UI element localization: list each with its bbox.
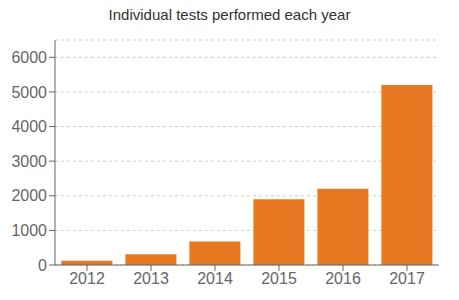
svg-text:2012: 2012	[69, 270, 105, 287]
svg-text:1000: 1000	[11, 222, 47, 239]
svg-text:3000: 3000	[11, 153, 47, 170]
svg-text:2014: 2014	[197, 270, 233, 287]
svg-text:5000: 5000	[11, 84, 47, 101]
svg-text:0: 0	[38, 257, 47, 274]
svg-text:2000: 2000	[11, 187, 47, 204]
svg-text:6000: 6000	[11, 49, 47, 66]
svg-text:4000: 4000	[11, 118, 47, 135]
svg-text:2016: 2016	[325, 270, 361, 287]
svg-text:2015: 2015	[261, 270, 297, 287]
html-text:Individual tests performed eac: Individual tests performed each year	[108, 6, 351, 23]
svg-text:2017: 2017	[389, 270, 425, 287]
svg-text:2013: 2013	[133, 270, 169, 287]
